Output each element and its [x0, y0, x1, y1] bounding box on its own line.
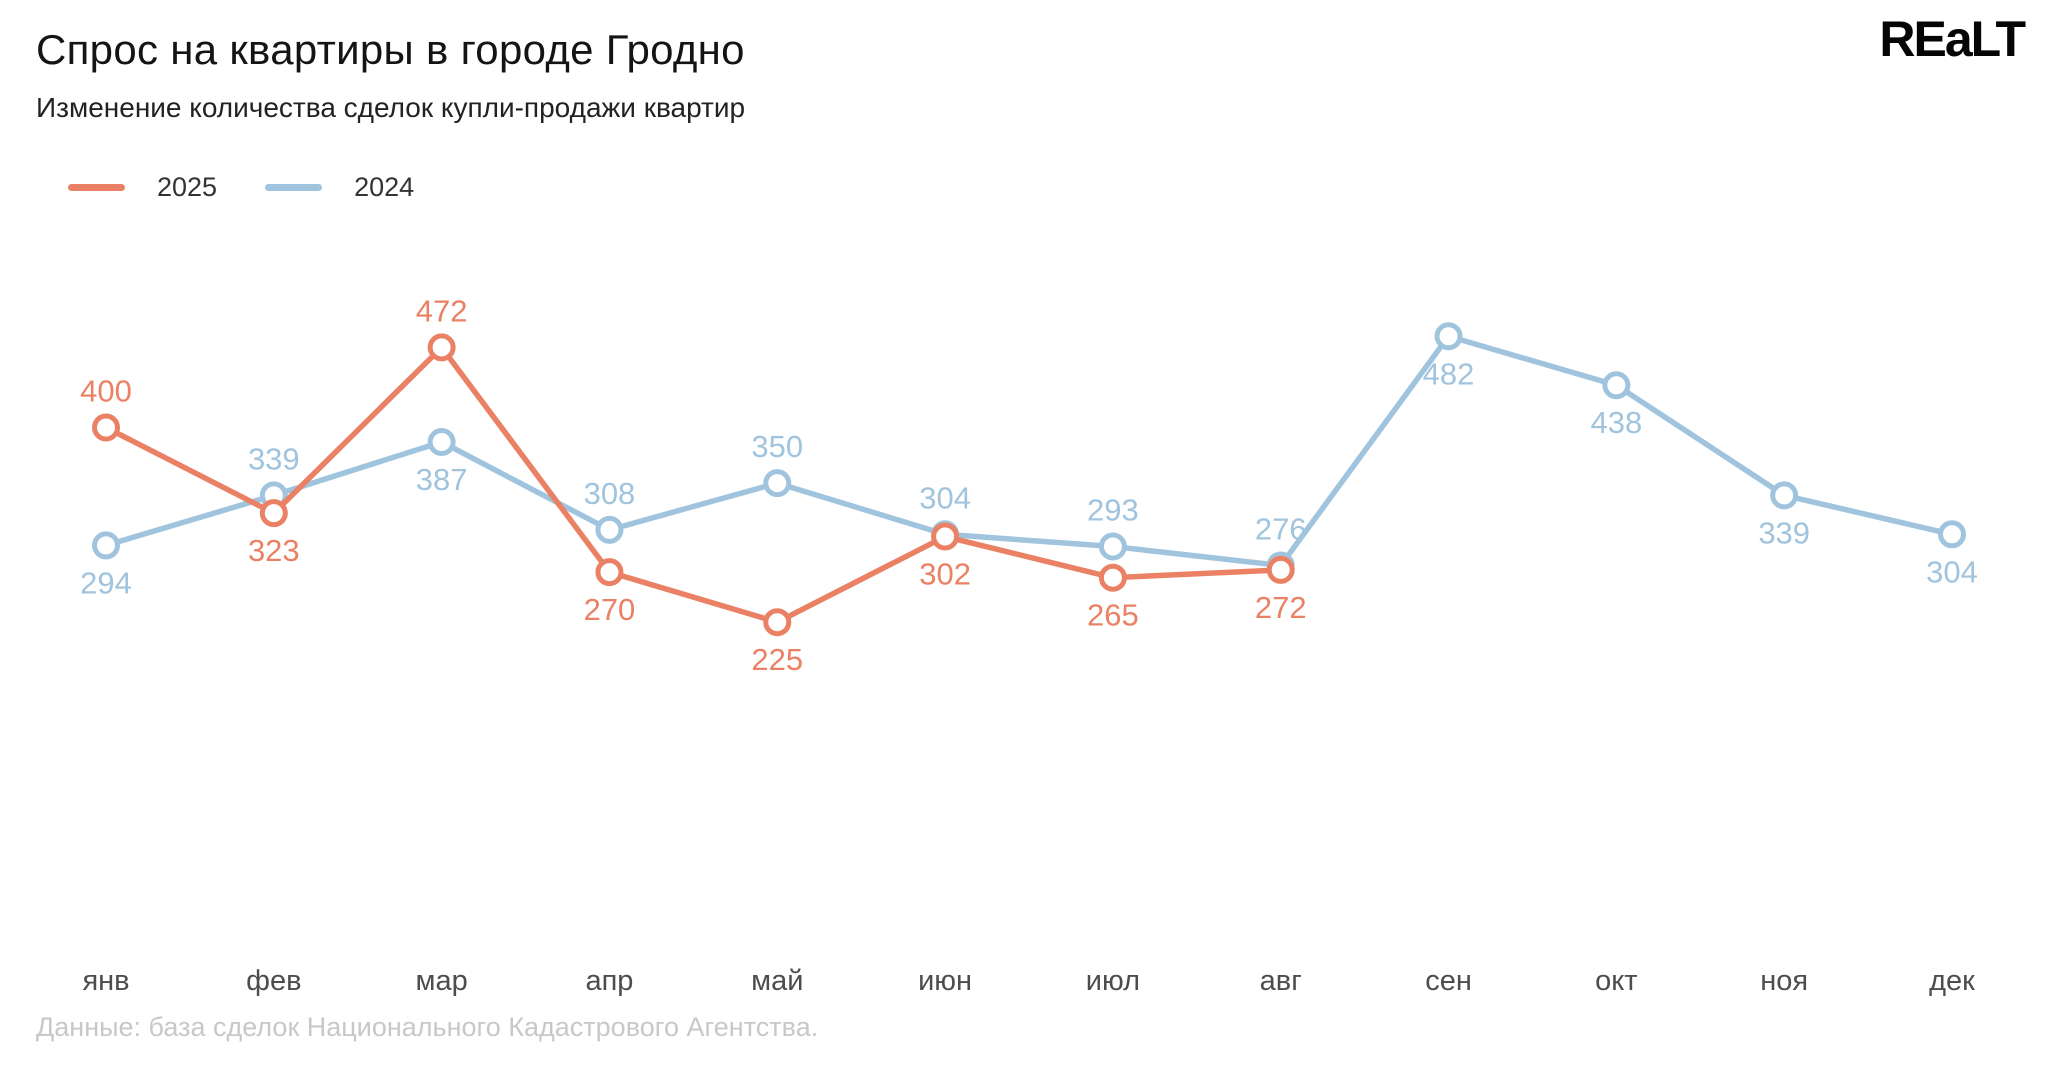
- line-2025: [103, 344, 1284, 625]
- value-label-2024-авг: 276: [1255, 511, 1307, 546]
- x-axis-label-дек: дек: [1929, 965, 1975, 997]
- point-2024-окт: [1602, 371, 1631, 400]
- value-label-2025-май: 225: [751, 642, 803, 677]
- page-title: Спрос на квартиры в городе Гродно: [36, 26, 745, 73]
- point-2024-мар: [427, 427, 456, 456]
- value-label-2024-апр: 308: [584, 476, 636, 511]
- legend-item-2024: 2024: [265, 172, 414, 203]
- value-label-2024-ноя: 339: [1758, 515, 1810, 550]
- x-axis-label-июл: июл: [1086, 965, 1140, 997]
- value-label-2025-мар: 472: [416, 293, 468, 328]
- value-label-2025-янв: 400: [80, 374, 132, 409]
- point-2025-мар: [427, 333, 456, 362]
- x-axis-label-май: май: [751, 965, 803, 997]
- point-2024-ноя: [1770, 481, 1799, 510]
- value-label-2024-дек: 304: [1926, 554, 1978, 589]
- value-label-2025-фев: 323: [248, 533, 300, 568]
- legend-label-2025: 2025: [157, 172, 218, 202]
- point-2024-дек: [1938, 520, 1966, 549]
- x-axis-label-июн: июн: [918, 965, 972, 997]
- x-axis-label-янв: янв: [82, 965, 129, 997]
- point-2024-апр: [595, 515, 624, 544]
- x-axis-label-сен: сен: [1425, 965, 1472, 997]
- x-axis-label-мар: мар: [416, 965, 468, 997]
- realt-logo: REaLT: [1879, 11, 2026, 67]
- page-subtitle: Изменение количества сделок купли-продаж…: [36, 92, 746, 123]
- value-label-2024-окт: 438: [1590, 405, 1642, 440]
- value-label-2024-янв: 294: [80, 565, 132, 600]
- point-2025-май: [763, 608, 792, 637]
- point-2025-апр: [595, 558, 624, 587]
- x-axis-label-апр: апр: [585, 965, 633, 997]
- chart-legend: 2025 2024: [68, 172, 462, 203]
- point-2024-июл: [1098, 532, 1127, 561]
- legend-swatch-2025: [68, 184, 125, 191]
- point-2025-авг: [1266, 555, 1295, 584]
- value-label-2025-июн: 302: [919, 557, 971, 592]
- point-2025-фев: [259, 499, 288, 528]
- point-2024-сен: [1434, 322, 1463, 351]
- point-2025-июл: [1098, 563, 1127, 592]
- legend-item-2025: 2025: [68, 172, 217, 203]
- value-label-2024-май: 350: [751, 429, 803, 464]
- legend-swatch-2024: [265, 184, 323, 191]
- line-2024: [103, 333, 1955, 569]
- point-2024-янв: [92, 531, 120, 560]
- value-label-2024-мар: 387: [416, 462, 468, 497]
- x-axis-label-авг: авг: [1260, 965, 1302, 997]
- point-2025-июн: [931, 522, 960, 551]
- value-label-2025-апр: 270: [584, 592, 636, 627]
- x-axis-label-ноя: ноя: [1760, 965, 1808, 997]
- value-label-2025-июл: 265: [1087, 598, 1139, 633]
- legend-label-2024: 2024: [354, 172, 415, 202]
- point-2025-янв: [92, 413, 120, 442]
- data-source-note: Данные: база сделок Национального Кадаст…: [36, 1012, 819, 1042]
- value-label-2024-июл: 293: [1087, 493, 1139, 528]
- value-label-2025-авг: 272: [1255, 590, 1307, 625]
- value-label-2024-сен: 482: [1423, 356, 1475, 391]
- value-label-2024-июн: 304: [919, 480, 971, 515]
- x-axis-label-фев: фев: [246, 965, 301, 997]
- point-2024-май: [763, 469, 792, 498]
- x-axis-label-окт: окт: [1595, 965, 1637, 997]
- value-label-2024-фев: 339: [248, 441, 300, 476]
